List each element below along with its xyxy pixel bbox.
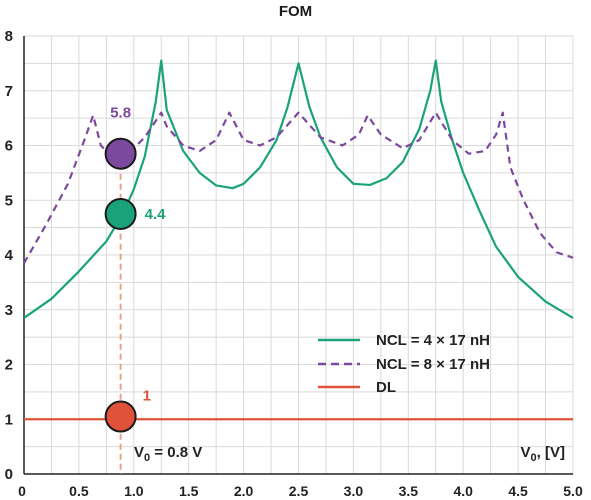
- marker-point: [104, 400, 137, 433]
- x-tick-label: 4.0: [453, 483, 473, 499]
- marker-label: 5.8: [110, 105, 131, 122]
- chart-title: FOM: [278, 3, 313, 20]
- y-tick-label: 4: [5, 247, 14, 264]
- x-tick-label: 1.5: [179, 483, 199, 499]
- legend-label: NCL = 4 × 17 nH: [376, 332, 490, 349]
- x-tick-label: 0: [18, 483, 26, 499]
- x-tick-label: 3.0: [344, 483, 364, 499]
- legend: NCL = 4 × 17 nH NCL = 8 × 17 nH DL: [318, 332, 490, 396]
- marker-label: 4.4: [145, 206, 167, 223]
- marker-label: 1: [143, 388, 151, 405]
- x-tick-label: 3.5: [399, 483, 419, 499]
- x-tick-label: 1.0: [124, 483, 144, 499]
- grid: [23, 35, 574, 475]
- y-tick-label: 5: [5, 192, 13, 209]
- y-tick-label: 0: [5, 466, 13, 483]
- x-axis-label: V0, [V]: [521, 444, 565, 464]
- y-tick-label: 2: [5, 357, 13, 374]
- y-tick-label: 1: [5, 411, 13, 428]
- x-tick-label: 5.0: [563, 483, 583, 499]
- y-tick-label: 7: [5, 83, 13, 100]
- x-tick-label: 0.5: [69, 483, 89, 499]
- legend-label: NCL = 8 × 17 nH: [376, 356, 490, 373]
- v0-annotation: V0 = 0.8 V: [134, 444, 202, 464]
- marker-layer: 5.8 4.4 1 V0 = 0.8 V: [104, 105, 202, 464]
- x-tick-label: 2.0: [234, 483, 254, 499]
- marker-point: [104, 137, 137, 170]
- legend-label: DL: [376, 379, 396, 396]
- y-tick-label: 8: [5, 28, 13, 45]
- marker-point: [104, 197, 137, 230]
- x-tick-label: 4.5: [508, 483, 528, 499]
- y-tick-label: 6: [5, 138, 13, 155]
- x-tick-label: 2.5: [289, 483, 309, 499]
- axes: 0 0.5 1.0 1.5 2.0 2.5 3.0 3.5 4.0 4.5 5.0 0 1 2 3 4 5 6 7 8…: [5, 28, 583, 499]
- y-tick-label: 3: [5, 302, 13, 319]
